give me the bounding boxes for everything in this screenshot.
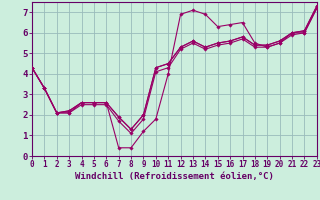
X-axis label: Windchill (Refroidissement éolien,°C): Windchill (Refroidissement éolien,°C) — [75, 172, 274, 181]
